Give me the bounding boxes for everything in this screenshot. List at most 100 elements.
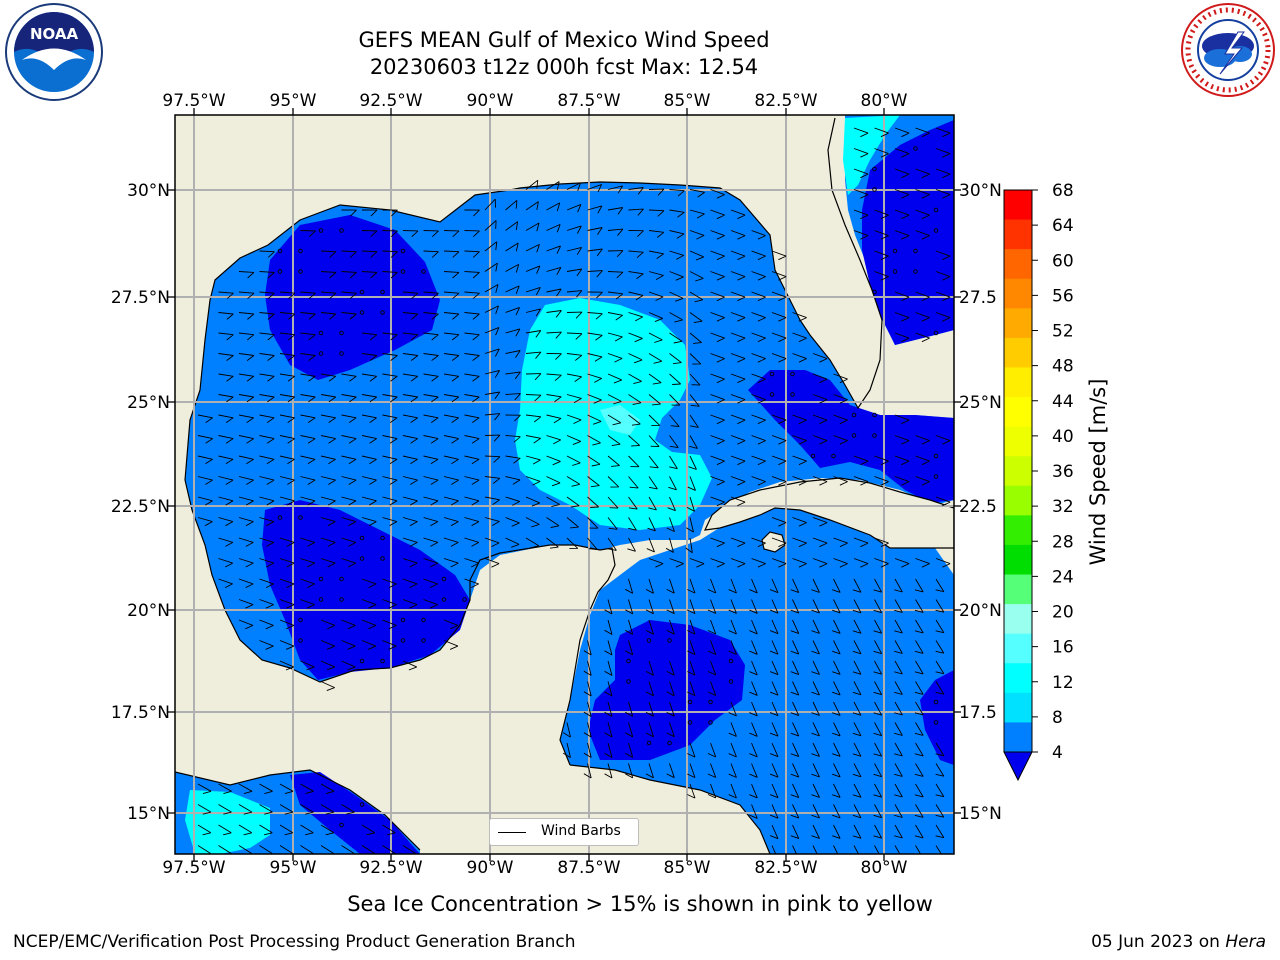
wind-barb bbox=[751, 230, 766, 240]
calm-marker bbox=[359, 658, 365, 664]
wind-barb bbox=[792, 517, 807, 527]
calm-marker bbox=[831, 453, 836, 459]
wind-barb bbox=[710, 394, 725, 404]
wind-barb bbox=[669, 353, 682, 365]
wind-barb bbox=[423, 353, 439, 361]
wind-barb bbox=[832, 783, 841, 798]
wind-barb bbox=[259, 619, 274, 630]
wind-barb bbox=[259, 783, 273, 795]
wind-barb bbox=[707, 681, 717, 696]
calm-marker bbox=[728, 679, 734, 684]
wind-barb bbox=[915, 476, 930, 486]
wind-barb bbox=[771, 455, 787, 466]
calm-marker bbox=[380, 658, 385, 664]
wind-barb bbox=[443, 312, 460, 320]
wind-barb bbox=[361, 435, 377, 444]
wind-barb bbox=[505, 414, 521, 422]
wind-barb bbox=[790, 578, 800, 594]
wind-barb bbox=[749, 722, 758, 737]
wind-barb bbox=[300, 783, 314, 795]
wind-barb bbox=[669, 435, 679, 449]
wind-barb bbox=[607, 373, 622, 384]
wind-barb bbox=[915, 127, 930, 138]
wind-barb bbox=[771, 271, 787, 281]
wind-barb bbox=[894, 189, 910, 199]
wind-barb bbox=[894, 312, 910, 322]
wind-barb bbox=[873, 824, 883, 839]
wind-barb bbox=[833, 435, 848, 445]
wind-barb bbox=[300, 537, 316, 547]
wind-barb bbox=[259, 332, 275, 341]
colorbar-segment bbox=[1004, 337, 1032, 368]
wind-barb bbox=[873, 783, 883, 798]
calm-marker bbox=[933, 699, 939, 705]
wind-barb bbox=[628, 476, 639, 489]
wind-barb bbox=[790, 824, 800, 840]
wind-barb bbox=[218, 476, 234, 485]
wind-barb bbox=[832, 824, 841, 839]
calm-marker bbox=[728, 658, 734, 664]
wind-barb bbox=[464, 271, 480, 279]
wind-barb bbox=[730, 537, 746, 548]
wind-barb bbox=[525, 222, 540, 232]
calm-marker bbox=[913, 248, 918, 254]
wind-barb bbox=[607, 455, 620, 467]
calm-marker bbox=[790, 371, 795, 377]
wind-barb bbox=[259, 537, 275, 547]
wind-barb bbox=[628, 373, 642, 385]
wind-barb bbox=[382, 250, 398, 258]
wind-barb bbox=[279, 578, 295, 589]
wind-barb bbox=[484, 476, 501, 484]
wind-barb bbox=[279, 373, 296, 382]
wind-barb bbox=[894, 660, 903, 675]
wind-barb bbox=[894, 127, 910, 138]
wind-barb bbox=[935, 291, 951, 302]
wind-barb bbox=[443, 373, 460, 382]
legend: Wind Barbs bbox=[489, 818, 639, 846]
wind-barb bbox=[628, 394, 642, 405]
wind-barb bbox=[730, 558, 746, 568]
wind-barb bbox=[562, 722, 571, 738]
wind-barb bbox=[279, 414, 295, 423]
wind-barb bbox=[730, 332, 746, 343]
wind-barb bbox=[402, 517, 418, 527]
wind-barb bbox=[894, 435, 910, 445]
wind-barb bbox=[300, 558, 316, 568]
wind-barb bbox=[710, 414, 725, 425]
wind-barb bbox=[874, 271, 889, 281]
wind-barb bbox=[238, 783, 253, 795]
colorbar-segment bbox=[1004, 249, 1032, 280]
wind-barb bbox=[505, 537, 520, 548]
lowwind-caribbean-west bbox=[588, 620, 745, 760]
calm-marker bbox=[441, 597, 447, 602]
wind-barb bbox=[583, 681, 592, 697]
wind-barb bbox=[625, 763, 634, 779]
wind-barb bbox=[341, 394, 357, 403]
wind-barb bbox=[689, 230, 705, 240]
wind-barb bbox=[361, 332, 378, 341]
calm-marker bbox=[318, 330, 324, 336]
wind-barb bbox=[771, 414, 787, 425]
calm-marker bbox=[462, 597, 467, 602]
wind-barb bbox=[710, 373, 725, 384]
wind-barb bbox=[259, 414, 275, 423]
calm-marker bbox=[339, 822, 344, 828]
wind-barb bbox=[525, 414, 542, 423]
wind-barb bbox=[443, 291, 460, 300]
wind-barb bbox=[443, 496, 459, 506]
wind-barb bbox=[874, 845, 880, 854]
wind-barb bbox=[689, 189, 705, 198]
wind-barb bbox=[648, 291, 664, 302]
wind-barb bbox=[771, 476, 787, 486]
wind-barb bbox=[505, 285, 520, 294]
us-gulf-coast bbox=[184, 117, 883, 481]
wind-barb bbox=[238, 619, 254, 630]
wind-barb bbox=[811, 722, 820, 737]
calm-marker bbox=[851, 433, 857, 438]
wind-barb bbox=[443, 230, 460, 238]
wind-barb bbox=[464, 332, 480, 341]
calm-marker bbox=[298, 617, 303, 623]
calm-marker bbox=[339, 576, 344, 582]
lon-labels-top: 97.5°W 95°W 92.5°W 90°W 87.5°W 85°W 82.5… bbox=[162, 91, 907, 111]
wind-barb bbox=[279, 353, 296, 361]
